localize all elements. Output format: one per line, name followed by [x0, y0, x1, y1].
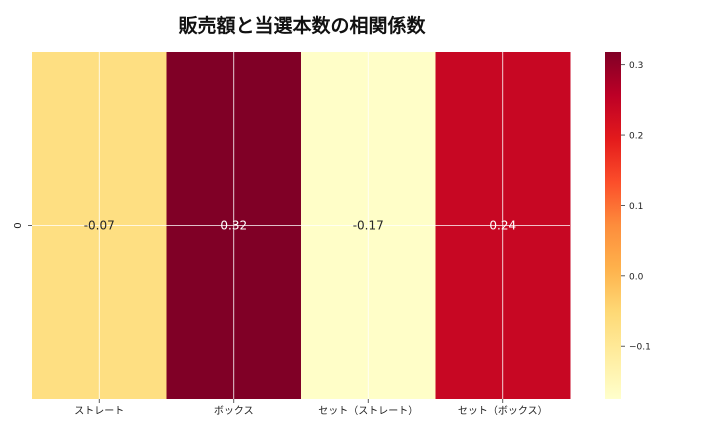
- cell-annotation: -0.17: [353, 219, 384, 233]
- cell-annotation: -0.07: [84, 219, 115, 233]
- colorbar-tick-label: 0.3: [629, 61, 643, 71]
- heatmap-annotations: -0.07 0.32 -0.17 0.24: [84, 219, 516, 233]
- x-tick-label: ストレート: [74, 406, 124, 417]
- colorbar-tick-label: −0.1: [629, 343, 651, 353]
- x-tick-label: セット（ボックス）: [458, 405, 548, 417]
- x-axis: ストレート ボックス セット（ストレート） セット（ボックス）: [74, 399, 548, 417]
- colorbar-gradient: [605, 52, 621, 399]
- colorbar-tick-label: 0.2: [629, 132, 643, 142]
- x-tick-label: セット（ストレート）: [318, 405, 418, 417]
- colorbar: 0.3 0.2 0.1 0.0 −0.1: [605, 52, 651, 399]
- y-axis: 0: [13, 222, 32, 229]
- y-tick-label: 0: [13, 222, 24, 228]
- cell-annotation: 0.32: [220, 219, 247, 233]
- colorbar-tick-label: 0.1: [629, 202, 643, 212]
- colorbar-tick-label: 0.0: [629, 272, 644, 282]
- heatmap-gridlines: [32, 52, 570, 399]
- x-tick-label: ボックス: [214, 405, 254, 417]
- chart-title: 販売額と当選本数の相関係数: [178, 14, 426, 37]
- cell-annotation: 0.24: [489, 219, 516, 233]
